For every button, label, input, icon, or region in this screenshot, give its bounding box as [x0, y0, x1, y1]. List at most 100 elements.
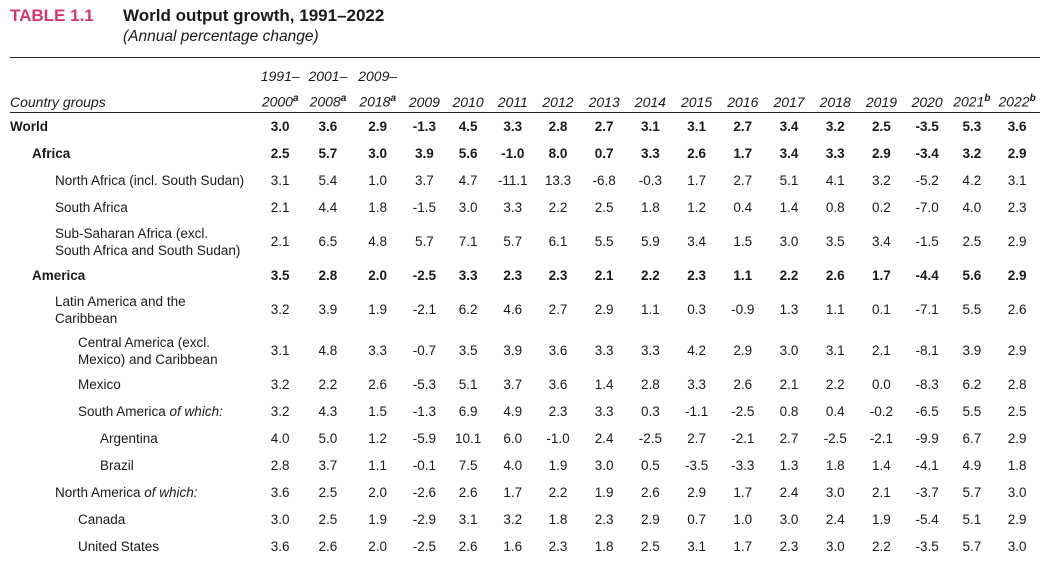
row-label: Central America (excl. Mexico) and Caribb…: [10, 330, 257, 371]
header-row-periods: 1991– 2001– 2009–: [10, 62, 1040, 84]
table-cell: 3.6: [270, 539, 290, 554]
table-cell: 3.6: [318, 119, 338, 134]
row-label: Argentina: [10, 425, 257, 452]
table-cell: 3.3: [594, 343, 614, 358]
table-cell: 2.1: [270, 234, 290, 249]
table-cell: 4.9: [503, 404, 523, 419]
table-cell: 0.3: [687, 302, 706, 317]
table-cell: 3.0: [779, 512, 799, 527]
table-cell: 2.2: [640, 268, 660, 283]
table-cell: 1.3: [779, 302, 799, 317]
table-cell: 6.0: [503, 431, 523, 446]
table-cell: 3.3: [594, 404, 614, 419]
row-label: America: [10, 262, 257, 289]
table-cell: 2.8: [318, 268, 338, 283]
column-header-year: 2021b: [949, 84, 995, 113]
table-cell: 2.9: [594, 302, 614, 317]
column-period-start: [403, 62, 446, 84]
table-row: Sub-Saharan Africa (excl. South Africa an…: [10, 221, 1040, 262]
table-cell: 2.9: [640, 512, 660, 527]
row-label: North America of which:: [10, 479, 257, 506]
table-cell: 1.8: [368, 200, 388, 215]
table-cell: 1.9: [548, 458, 568, 473]
table-heading: TABLE 1.1 World output growth, 1991–2022…: [10, 6, 384, 46]
table-cell: 6.2: [962, 377, 982, 392]
table-cell: 2.3: [548, 539, 568, 554]
table-cell: 2.6: [640, 485, 660, 500]
column-year-label: 2010: [452, 94, 484, 110]
table-cell: 3.6: [270, 485, 290, 500]
table-cell: 2.3: [687, 268, 706, 283]
row-label: North Africa (incl. South Sudan): [10, 167, 257, 194]
table-cell: -7.0: [915, 200, 939, 215]
table-cell: 2.7: [733, 119, 753, 134]
table-cell: 2.0: [368, 268, 388, 283]
table-cell: 2.6: [733, 377, 753, 392]
table-cell: 2.1: [270, 200, 290, 215]
table-cell: 5.7: [962, 539, 982, 554]
table-cell: 3.4: [687, 234, 706, 249]
table-cell: 3.4: [779, 146, 799, 161]
table-cell: 0.2: [872, 200, 891, 215]
table-cell: 0.8: [825, 200, 845, 215]
output-growth-table: 1991– 2001– 2009– Country groups 2000a 2008a…: [10, 62, 1040, 560]
row-label-text: North America: [55, 485, 145, 500]
table-cell: 5.7: [962, 485, 982, 500]
column-year-label: 2009: [408, 94, 440, 110]
table-cell: 2.3: [548, 404, 568, 419]
table-cell: 2.4: [825, 512, 845, 527]
table-cell: 5.5: [962, 404, 982, 419]
table-cell: 3.6: [548, 343, 568, 358]
table-cell: 4.4: [318, 200, 338, 215]
table-cell: 2.9: [368, 119, 388, 134]
column-year-label: 2017: [773, 94, 805, 110]
row-label-text: Sub-Saharan Africa (excl.: [55, 225, 209, 241]
table-cell: 6.5: [318, 234, 338, 249]
table-cell: -4.4: [915, 268, 939, 283]
table-cell: -1.0: [501, 146, 525, 161]
row-label-text: Mexico: [78, 377, 121, 392]
table-cell: 2.6: [1007, 302, 1027, 317]
table-cell: 1.4: [872, 458, 891, 473]
column-period-start: [673, 62, 720, 84]
table-cell: 2.5: [872, 119, 891, 134]
table-cell: -5.3: [412, 377, 437, 392]
table-row: United States 3.6 2.6 2.0 -2.5 2.6 1.6 2.3 1.8 2.…: [10, 533, 1040, 560]
row-label: World: [10, 113, 257, 141]
table-cell: 6.9: [458, 404, 478, 419]
table-cell: -2.1: [869, 431, 894, 446]
column-period-start: [581, 62, 628, 84]
row-label-text: North Africa (incl. South Sudan): [55, 173, 245, 188]
table-cell: 3.0: [1007, 539, 1027, 554]
column-period-start: 2009–: [358, 68, 398, 84]
table-cell: 2.7: [779, 431, 799, 446]
table-cell: 7.5: [458, 458, 478, 473]
table-cell: 2.3: [594, 512, 614, 527]
table-cell: 2.9: [1007, 268, 1027, 283]
row-label: Sub-Saharan Africa (excl. South Africa an…: [10, 221, 257, 262]
table-cell: 2.6: [458, 485, 478, 500]
table-cell: -6.5: [915, 404, 939, 419]
table-cell: 3.1: [640, 119, 660, 134]
table-cell: -5.9: [412, 431, 437, 446]
table-cell: -0.2: [869, 404, 894, 419]
table-body: World 3.0 3.6 2.9 -1.3 4.5 3.3 2.8 2.7 3.1 3.1 2.7 3…: [10, 113, 1040, 561]
row-label-qualifier: of which:: [169, 404, 223, 419]
table-cell: 1.7: [733, 485, 753, 500]
table-cell: 2.7: [733, 173, 753, 188]
table-cell: 5.7: [318, 146, 338, 161]
column-header-year: 2009: [403, 84, 446, 113]
table-cell: 3.0: [1007, 485, 1027, 500]
column-header-year: 2008a: [303, 84, 353, 113]
table-cell: 2.9: [1007, 512, 1027, 527]
table-cell: 3.2: [872, 173, 891, 188]
column-header-year: 2010: [445, 84, 491, 113]
table-cell: -1.5: [915, 234, 939, 249]
table-cell: -1.5: [412, 200, 437, 215]
top-rule: [10, 57, 1040, 58]
table-cell: -2.5: [638, 431, 663, 446]
table-row: Africa 2.5 5.7 3.0 3.9 5.6 -1.0 8.0 0.7 3.3 2.6 1.7…: [10, 140, 1040, 167]
footnote-marker: a: [390, 93, 397, 105]
table-cell: 3.3: [368, 343, 388, 358]
table-cell: 2.3: [548, 268, 568, 283]
